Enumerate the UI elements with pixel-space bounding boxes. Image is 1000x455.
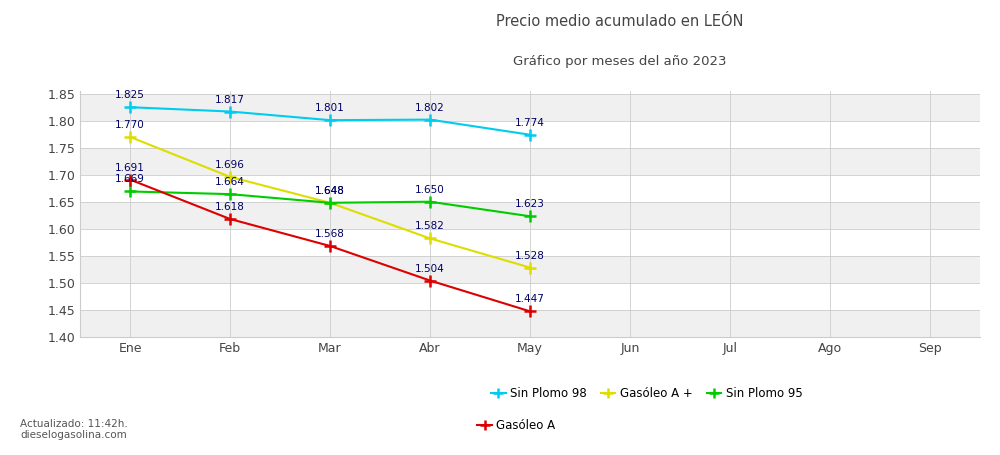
Text: 1.582: 1.582: [415, 222, 445, 232]
Bar: [80, 256, 980, 283]
Sin Plomo 95: [524, 213, 536, 219]
Gasóleo A +: [124, 134, 136, 140]
Gasóleo A +: [424, 236, 436, 241]
Line: Sin Plomo 95: Sin Plomo 95: [124, 186, 536, 222]
Line: Gasóleo A +: Gasóleo A +: [124, 131, 536, 273]
Text: 1.623: 1.623: [515, 199, 545, 209]
Text: 1.618: 1.618: [215, 202, 245, 212]
Sin Plomo 98: [524, 132, 536, 137]
Text: 1.650: 1.650: [415, 185, 445, 195]
Bar: [80, 175, 980, 202]
Text: 1.802: 1.802: [415, 103, 445, 113]
Gasóleo A +: [224, 174, 236, 180]
Text: 1.504: 1.504: [415, 263, 445, 273]
Text: 1.696: 1.696: [215, 160, 245, 170]
Text: 1.669: 1.669: [115, 175, 145, 184]
Gasóleo A: [224, 216, 236, 222]
Gasóleo A: [424, 278, 436, 283]
Line: Sin Plomo 98: Sin Plomo 98: [124, 101, 536, 140]
Line: Gasóleo A: Gasóleo A: [124, 174, 536, 317]
Text: 1.801: 1.801: [315, 103, 345, 113]
Text: 1.528: 1.528: [515, 251, 545, 261]
Bar: [80, 94, 980, 121]
Gasóleo A: [324, 243, 336, 249]
Text: 1.447: 1.447: [515, 294, 545, 304]
Bar: [80, 283, 980, 310]
Bar: [80, 121, 980, 148]
Text: 1.691: 1.691: [115, 162, 145, 172]
Sin Plomo 98: [424, 117, 436, 122]
Text: 1.817: 1.817: [215, 95, 245, 105]
Text: 1.648: 1.648: [315, 186, 345, 196]
Bar: [80, 310, 980, 337]
Legend: Gasóleo A: Gasóleo A: [473, 414, 560, 436]
Text: Gráfico por meses del año 2023: Gráfico por meses del año 2023: [513, 55, 727, 68]
Text: 1.648: 1.648: [315, 186, 345, 196]
Text: 1.770: 1.770: [115, 120, 145, 130]
Gasóleo A: [124, 177, 136, 182]
Gasóleo A +: [524, 265, 536, 270]
Sin Plomo 95: [324, 200, 336, 206]
Bar: [80, 229, 980, 256]
Text: 1.774: 1.774: [515, 118, 545, 128]
Text: 1.825: 1.825: [115, 90, 145, 100]
Sin Plomo 95: [224, 192, 236, 197]
Gasóleo A +: [324, 200, 336, 206]
Sin Plomo 98: [124, 105, 136, 110]
Sin Plomo 95: [124, 189, 136, 194]
Sin Plomo 98: [224, 109, 236, 114]
Text: Precio medio acumulado en LEÓN: Precio medio acumulado en LEÓN: [496, 14, 744, 29]
Gasóleo A: [524, 308, 536, 314]
Text: 1.568: 1.568: [315, 229, 345, 239]
Sin Plomo 95: [424, 199, 436, 204]
Bar: [80, 202, 980, 229]
Text: 1.664: 1.664: [215, 177, 245, 187]
Text: Actualizado: 11:42h.
dieselogasolina.com: Actualizado: 11:42h. dieselogasolina.com: [20, 419, 128, 440]
Bar: [80, 148, 980, 175]
Sin Plomo 98: [324, 117, 336, 123]
